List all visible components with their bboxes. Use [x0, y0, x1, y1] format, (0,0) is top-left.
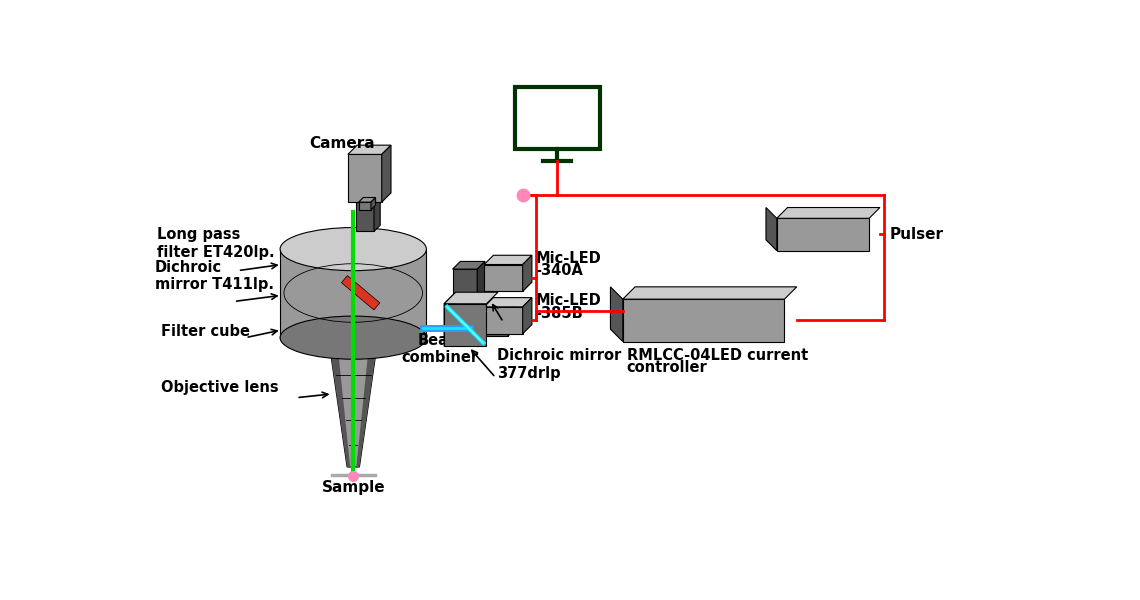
Text: -340A: -340A [536, 263, 584, 278]
Text: Mic-LED: Mic-LED [536, 251, 602, 266]
Polygon shape [508, 305, 515, 336]
Polygon shape [515, 88, 600, 149]
Polygon shape [359, 202, 371, 210]
Polygon shape [453, 262, 484, 269]
Polygon shape [413, 249, 426, 338]
Polygon shape [622, 287, 797, 299]
Polygon shape [356, 202, 374, 232]
Text: Objective lens: Objective lens [161, 380, 278, 395]
Polygon shape [348, 145, 391, 154]
Polygon shape [356, 196, 381, 202]
Polygon shape [487, 313, 508, 336]
Text: RMLCC-04LED current: RMLCC-04LED current [627, 348, 808, 363]
Polygon shape [280, 249, 426, 338]
Polygon shape [776, 208, 880, 218]
Polygon shape [445, 304, 487, 346]
Text: Dichroic
mirror T411lp.: Dichroic mirror T411lp. [155, 260, 274, 292]
Polygon shape [357, 355, 375, 467]
Text: Long pass
filter ET420lp.: Long pass filter ET420lp. [157, 227, 275, 260]
Text: Beam
combiner: Beam combiner [401, 333, 479, 365]
Polygon shape [478, 262, 484, 300]
Ellipse shape [280, 316, 426, 359]
Text: Dichroic mirror
377drlp: Dichroic mirror 377drlp [497, 348, 621, 380]
Polygon shape [484, 255, 532, 265]
Polygon shape [331, 355, 350, 467]
Polygon shape [348, 154, 382, 202]
Polygon shape [522, 298, 532, 334]
Text: Mic-LED: Mic-LED [536, 293, 602, 308]
Text: Sample: Sample [321, 479, 385, 494]
Polygon shape [776, 218, 869, 251]
Polygon shape [622, 299, 784, 341]
Text: Filter cube: Filter cube [161, 324, 250, 339]
Polygon shape [331, 355, 375, 467]
Polygon shape [382, 145, 391, 202]
Polygon shape [610, 287, 622, 341]
Polygon shape [766, 208, 776, 251]
Text: Camera: Camera [309, 136, 375, 151]
Polygon shape [453, 269, 478, 300]
Polygon shape [522, 255, 532, 292]
Polygon shape [359, 197, 375, 202]
Ellipse shape [280, 227, 426, 271]
Polygon shape [487, 305, 515, 313]
Text: Pulser: Pulser [889, 227, 943, 242]
Polygon shape [484, 307, 522, 334]
Text: controller: controller [627, 360, 707, 375]
Polygon shape [484, 298, 532, 307]
Polygon shape [484, 265, 522, 292]
Polygon shape [374, 196, 381, 232]
Polygon shape [445, 292, 498, 304]
Polygon shape [370, 197, 375, 210]
Text: -385B: -385B [536, 305, 584, 320]
Polygon shape [445, 292, 456, 346]
Polygon shape [280, 249, 294, 338]
Polygon shape [342, 275, 380, 310]
